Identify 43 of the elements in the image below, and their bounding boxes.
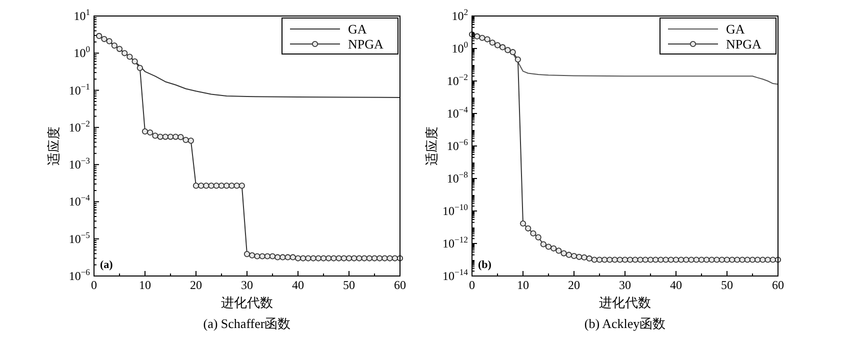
- y-tick-label: 10$^{0}$: [452, 40, 468, 56]
- text: (a) Schaffer函数: [203, 316, 291, 331]
- y-tick-label: 10$^{−1}$: [68, 81, 90, 98]
- x-tick-label: 0: [469, 278, 475, 292]
- y-tick-label: 10$^{−8}$: [446, 170, 468, 186]
- y-tick-label: 10$^{−3}$: [68, 156, 90, 172]
- y-tick-label: 10$^{−6}$: [68, 267, 91, 283]
- y-tick-label: 10$^{−2}$: [68, 118, 90, 134]
- legend-label: GA: [348, 22, 368, 36]
- y-tick-label: 10$^{−6}$: [446, 137, 469, 153]
- y-tick-label: 10$^{1}$: [74, 7, 90, 23]
- x-axis-title: 进化代数: [221, 295, 273, 310]
- y-tick-label: 10$^{−10}$: [442, 202, 468, 218]
- annotation: (b): [478, 259, 492, 271]
- x-tick-label: 20: [190, 278, 202, 292]
- y-tick-label: 10$^{2}$: [452, 7, 468, 23]
- x-tick-label: 10: [139, 278, 151, 292]
- y-axis-title: 适应度: [46, 126, 61, 166]
- text: (b) Ackley函数: [584, 316, 666, 331]
- y-tick-label: 10$^{−2}$: [446, 72, 468, 88]
- x-tick-label: 30: [619, 278, 631, 292]
- y-axis-title: 适应度: [424, 126, 439, 166]
- x-tick-label: 10: [517, 278, 529, 292]
- y-tick-label: 10$^{−5}$: [68, 230, 90, 246]
- y-tick-label: 10$^{−4}$: [68, 192, 91, 209]
- y-tick-label: 10$^{−14}$: [442, 267, 469, 283]
- x-axis-title: 进化代数: [599, 295, 651, 310]
- x-tick-label: 40: [292, 278, 304, 292]
- x-tick-label: 0: [91, 278, 97, 292]
- annotation: (a): [100, 259, 114, 271]
- x-tick-label: 40: [670, 278, 682, 292]
- x-tick-label: 60: [772, 278, 784, 292]
- x-tick-label: 60: [394, 278, 406, 292]
- x-tick-label: 50: [343, 278, 355, 292]
- legend-label: NPGA: [348, 36, 384, 52]
- y-tick-label: 10$^{0}$: [74, 44, 90, 60]
- x-tick-label: 20: [568, 278, 580, 292]
- x-tick-label: 50: [721, 278, 733, 292]
- y-tick-label: 10$^{−12}$: [442, 234, 468, 250]
- legend-label: NPGA: [726, 36, 762, 52]
- legend-label: GA: [726, 22, 746, 36]
- y-tick-label: 10$^{−4}$: [446, 104, 469, 120]
- x-tick-label: 30: [241, 278, 253, 292]
